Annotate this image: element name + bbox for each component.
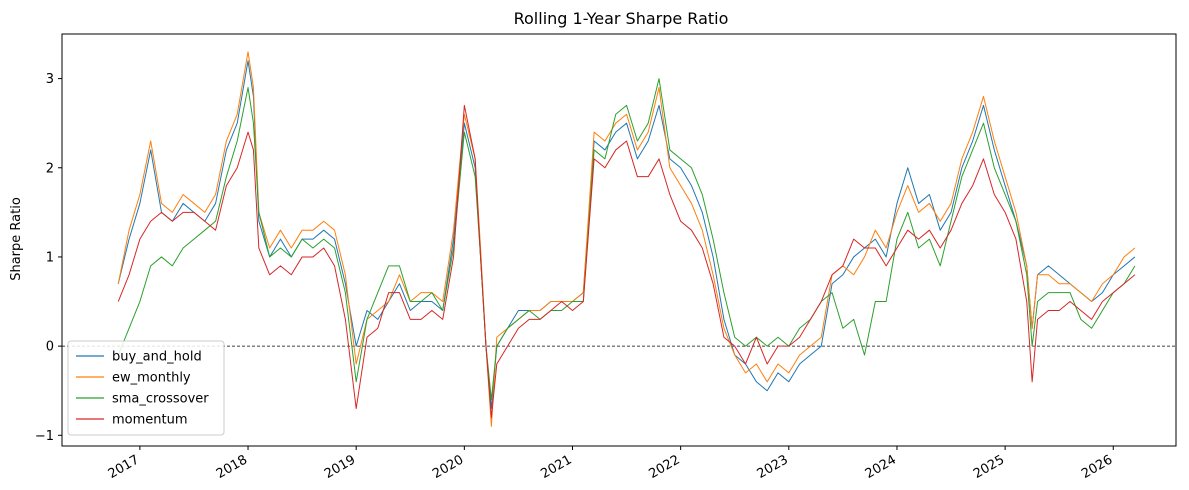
x-tick-label: 2020 [430, 452, 466, 482]
legend-box [67, 340, 225, 436]
plot-area [62, 51, 1176, 427]
x-tick-label: 2017 [106, 452, 142, 482]
series-line-buy-and-hold [117, 60, 1136, 410]
legend-label: ew_monthly [112, 371, 191, 386]
chart-title: Rolling 1-Year Sharpe Ratio [514, 9, 729, 28]
x-tick-label: 2023 [755, 452, 791, 482]
x-tick-label: 2021 [538, 452, 574, 482]
x-tick-label: 2025 [971, 452, 1007, 482]
y-tick-label: 1 [46, 250, 54, 265]
y-axis-label: Sharpe Ratio [9, 197, 24, 281]
y-tick-label: 3 [46, 72, 54, 87]
series-line-ew-monthly [117, 51, 1136, 427]
x-tick-label: 2026 [1079, 452, 1115, 482]
legend: buy_and_hold ew_monthly sma_crossovermomen… [67, 340, 225, 436]
x-tick-label: 2024 [863, 452, 899, 482]
x-tick-label: 2022 [646, 452, 682, 482]
legend-label: momentum [112, 413, 188, 428]
series-line-sma-crossover [117, 78, 1136, 401]
x-tick-label: 2018 [214, 452, 250, 482]
plot-frame [61, 33, 1177, 447]
y-tick-label: 0 [46, 340, 54, 355]
legend-label: sma_crossover [112, 392, 209, 407]
series-line-momentum [117, 104, 1136, 418]
y-tick-label: 2 [46, 161, 54, 176]
legend-label: buy_and_hold [112, 350, 202, 365]
x-tick-label: 2019 [322, 452, 358, 482]
y-tick-label: −1 [35, 429, 54, 444]
